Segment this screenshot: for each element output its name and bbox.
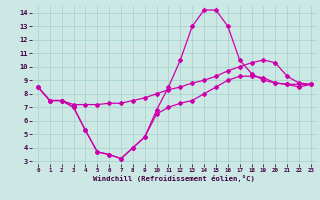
X-axis label: Windchill (Refroidissement éolien,°C): Windchill (Refroidissement éolien,°C) [93,175,255,182]
